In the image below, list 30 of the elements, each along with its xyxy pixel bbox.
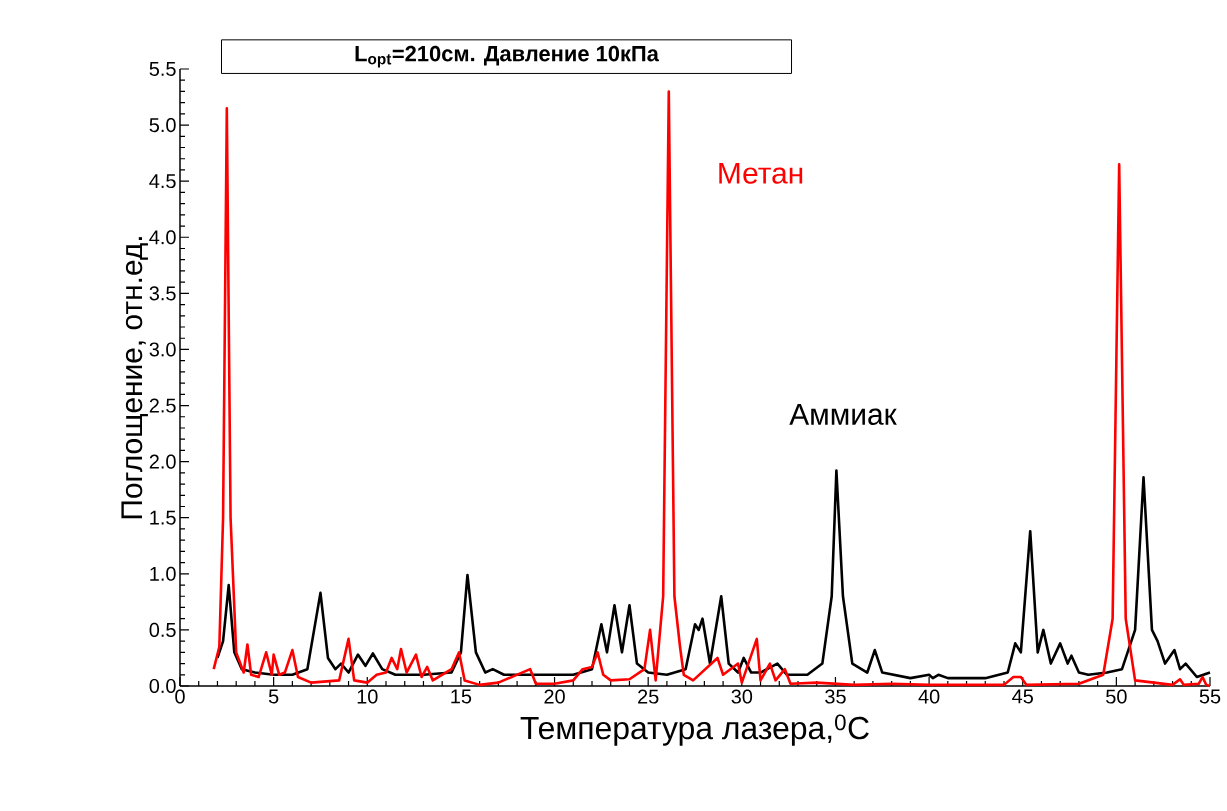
line-series [212, 90, 1212, 688]
x-tick-label: 10 [357, 689, 378, 704]
x-axis-title: Температура лазера,$^{0}$C [520, 714, 869, 746]
y-tick-label: 0.0 [149, 678, 176, 694]
series-label: Метан [719, 162, 803, 184]
series-label: Аммиак [789, 404, 897, 425]
y-tick-label: 4.5 [149, 174, 176, 189]
y-tick-label: 3.5 [149, 286, 176, 301]
x-tick-label: 35 [825, 689, 846, 704]
x-tick-label: 55 [1199, 689, 1221, 704]
x-tick-label: 0 [175, 689, 185, 704]
y-tick-label: 5.5 [149, 62, 176, 76]
y-tick-label: 2.5 [149, 398, 176, 413]
y-tick-label: 4.0 [149, 230, 176, 245]
y-tick-label: 2.0 [149, 454, 176, 469]
x-tick-label: 20 [544, 689, 565, 704]
x-tick-label: 45 [1012, 689, 1033, 704]
y-axis-title: Поглощение, отн.ед. [121, 237, 148, 519]
x-tick-label: 30 [731, 689, 753, 704]
y-tick-label: 0.5 [149, 622, 176, 637]
chart-title: L$_{opt}$=210см. Давление 10кПа [355, 45, 660, 68]
y-tick-label: 1.0 [150, 566, 176, 581]
x-tick-label: 25 [638, 689, 659, 704]
x-tick-label: 15 [451, 689, 472, 704]
x-tick-label: 50 [1106, 689, 1127, 704]
x-tick-label: 5 [268, 689, 279, 704]
y-tick-label: 5.0 [149, 118, 176, 133]
y-tick-label: 1.5 [150, 510, 176, 525]
x-tick-label: 40 [918, 689, 940, 704]
y-tick-label: 3.0 [149, 342, 176, 357]
